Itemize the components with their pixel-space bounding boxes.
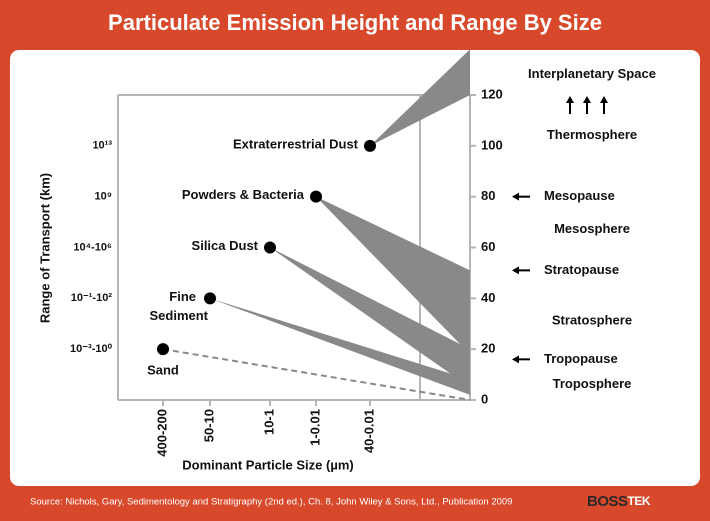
reach-wedge xyxy=(316,196,470,355)
point-label: Sediment xyxy=(149,308,208,323)
y2-tick-label: 100 xyxy=(481,137,503,152)
reach-wedge xyxy=(210,298,470,395)
x-tick-label: 400-200 xyxy=(154,409,169,457)
boundary-arrow-head xyxy=(512,355,519,364)
y2-tick-label: 80 xyxy=(481,188,495,203)
layer-label: Mesosphere xyxy=(554,221,630,236)
up-arrow-head xyxy=(600,96,608,103)
y-tick-label: 10¹³ xyxy=(92,140,112,152)
dot xyxy=(157,343,169,356)
boundary-arrow-head xyxy=(512,266,519,275)
boundary-arrow-head xyxy=(512,192,519,201)
layer-label: Tropopause xyxy=(544,351,618,366)
point-label: Powders & Bacteria xyxy=(182,187,305,202)
reach-line xyxy=(162,348,471,401)
y-tick-label: 10⁻¹-10² xyxy=(71,292,113,304)
layer-label: Troposphere xyxy=(553,376,632,391)
y2-tick-label: 40 xyxy=(481,290,495,305)
x-tick-label: 50-10 xyxy=(201,409,216,442)
y2-tick-label: 60 xyxy=(481,239,495,254)
logo-part: TEK xyxy=(628,494,651,508)
reach-wedge xyxy=(370,49,470,146)
x-axis-label: Dominant Particle Size (µm) xyxy=(182,457,353,472)
logo-part: BOSS xyxy=(587,493,628,510)
layer-label: Stratosphere xyxy=(552,313,632,328)
source: Source: Nichols, Gary, Sedimentology and… xyxy=(30,497,512,508)
y2-tick-label: 120 xyxy=(481,86,503,101)
chart-title: Particulate Emission Height and Range By… xyxy=(108,10,602,35)
x-tick-label: 1-0.01 xyxy=(307,409,322,446)
up-arrow-head xyxy=(583,96,591,103)
y-axis-label: Range of Transport (km) xyxy=(37,173,52,323)
dot xyxy=(204,292,216,305)
layer-label: Mesopause xyxy=(544,188,615,203)
y-tick-label: 10⁻³-10⁰ xyxy=(70,343,113,355)
y2-tick-label: 0 xyxy=(481,391,488,406)
up-arrow-head xyxy=(566,96,574,103)
y2-tick-label: 20 xyxy=(481,341,495,356)
y-tick-label: 10⁹ xyxy=(95,191,112,203)
point-label: Fine xyxy=(169,289,196,304)
y-tick-label: 10⁴-10⁶ xyxy=(73,241,112,253)
layer-label: Thermosphere xyxy=(547,127,637,142)
point-label: Sand xyxy=(147,363,179,378)
dot xyxy=(310,190,322,203)
x-tick-label: 10-1 xyxy=(261,409,276,435)
dot xyxy=(264,241,276,254)
dot xyxy=(364,139,376,152)
layer-label: Stratopause xyxy=(544,262,619,277)
panel xyxy=(10,50,700,486)
reach-wedge xyxy=(270,247,470,388)
logo: BOSSTEK xyxy=(587,493,651,510)
layer-label: Interplanetary Space xyxy=(528,66,656,81)
x-tick-label: 40-0.01 xyxy=(361,409,376,453)
point-label: Silica Dust xyxy=(192,238,259,253)
point-label: Extraterrestrial Dust xyxy=(233,136,359,151)
